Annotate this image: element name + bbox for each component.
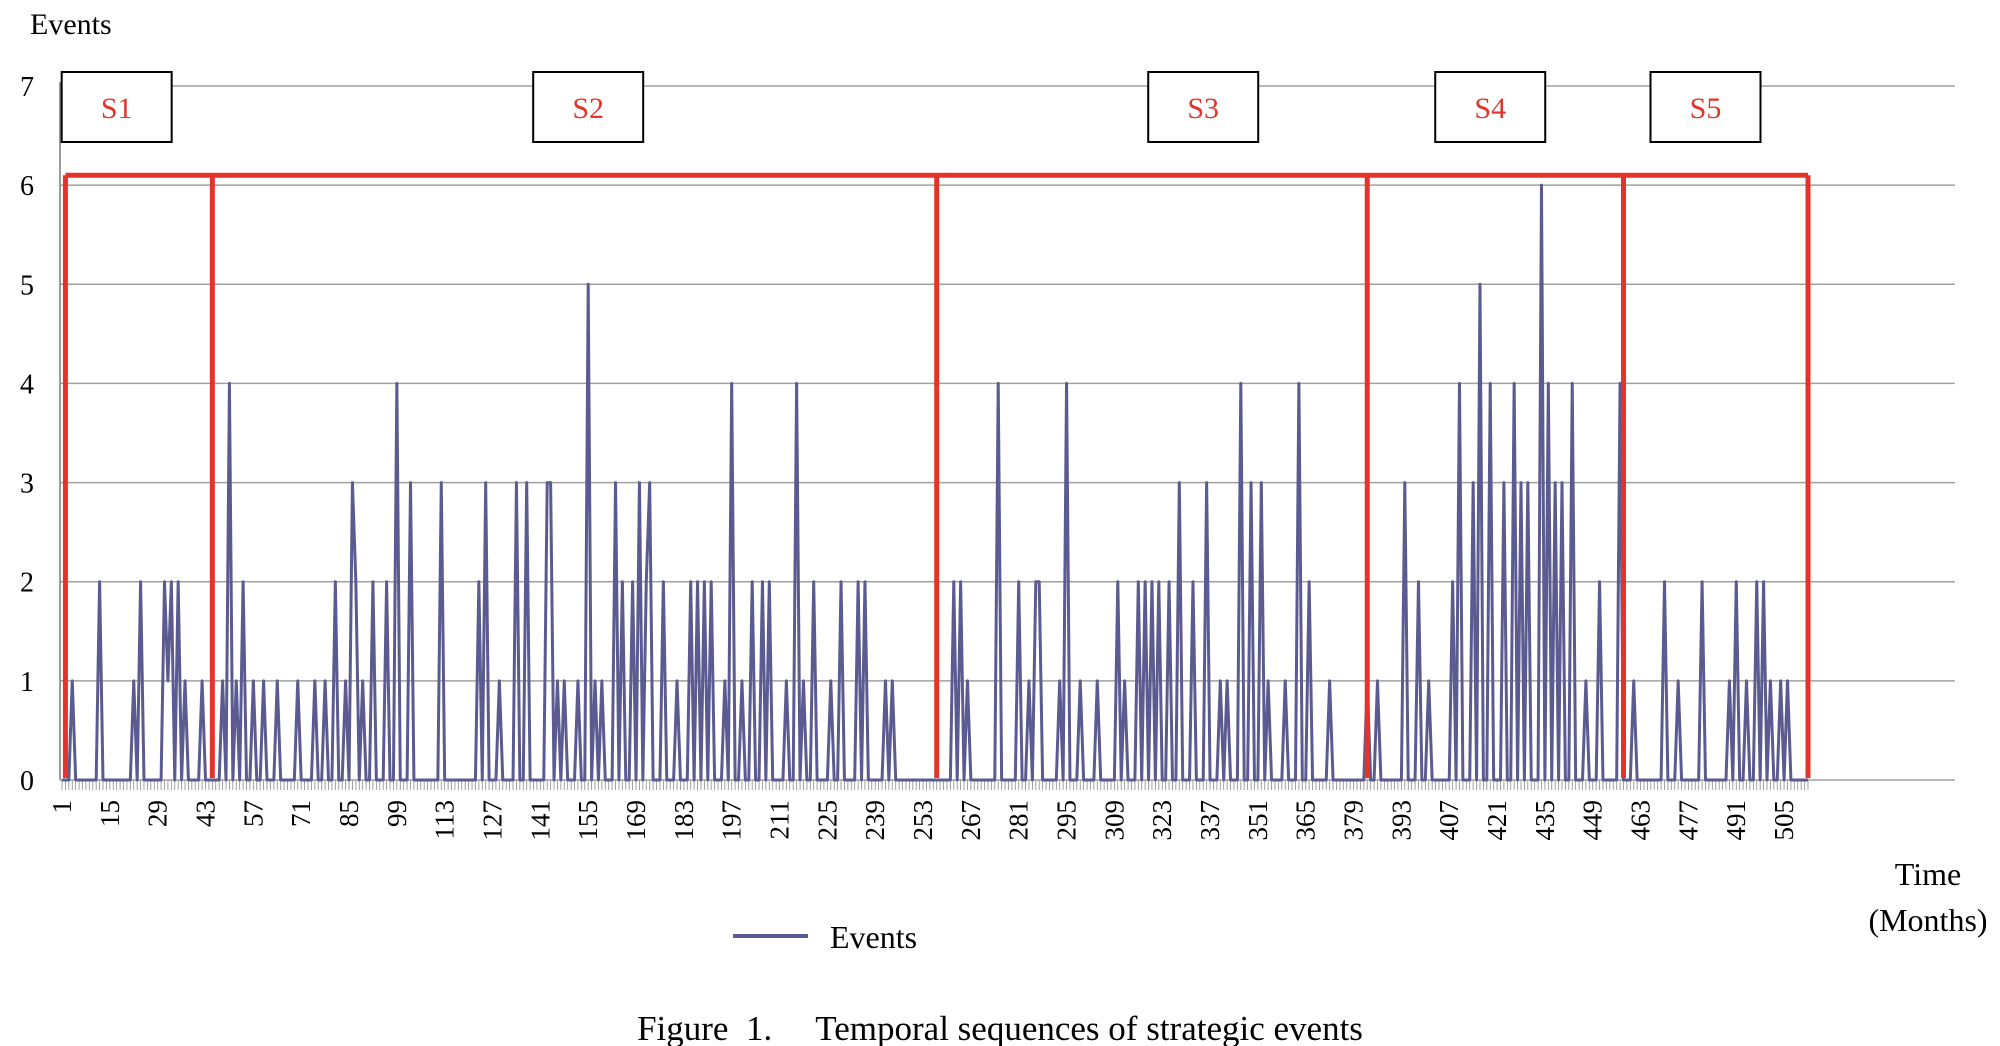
x-tick-label: 211 — [765, 800, 795, 840]
x-axis-ticks: 1 15 29 43 57 71 85 99 113 127 141 155 169 183 197 211 2… — [47, 780, 1809, 841]
legend-label-events: Events — [830, 919, 917, 955]
x-tick-label: 99 — [382, 800, 412, 827]
x-tick-label: 253 — [908, 800, 938, 841]
x-tick-label: 421 — [1482, 800, 1512, 841]
x-tick-label: 407 — [1434, 800, 1464, 841]
segment-label-box — [1434, 71, 1547, 143]
segment-brackets: S1 S2 S3 S4 S5 — [60, 71, 1811, 778]
segment-label-s4: S4 — [1434, 71, 1547, 143]
x-tick-label: 197 — [717, 800, 747, 841]
y-tick-label: 2 — [20, 568, 34, 599]
segment-label-s2: S2 — [532, 71, 645, 143]
segment-label-s5: S5 — [1649, 71, 1762, 143]
x-tick-label: 15 — [95, 800, 125, 827]
x-tick-label: 449 — [1578, 800, 1608, 841]
segment-label-text: S5 — [1690, 92, 1722, 125]
y-tick-label: 5 — [20, 270, 34, 301]
x-axis-label-line1: Time — [1895, 856, 1961, 892]
x-tick-label: 435 — [1530, 800, 1560, 841]
y-tick-label: 4 — [20, 369, 34, 400]
x-tick-label: 337 — [1195, 800, 1225, 841]
x-tick-label: 29 — [143, 800, 173, 827]
y-tick-label: 0 — [20, 766, 34, 797]
x-tick-label: 1 — [47, 800, 77, 814]
segment-label-s1: S1 — [60, 71, 173, 143]
segment-label-box — [532, 71, 645, 143]
x-tick-label: 365 — [1291, 800, 1321, 841]
x-minor-ticks — [61, 780, 1809, 790]
x-tick-label: 267 — [956, 800, 986, 841]
x-tick-label: 113 — [430, 800, 460, 840]
grid — [59, 82, 1955, 781]
y-tick-label: 7 — [20, 72, 34, 103]
x-tick-label: 463 — [1626, 800, 1656, 841]
legend: Events — [733, 919, 917, 955]
segment-label-box — [60, 71, 173, 143]
x-tick-label: 155 — [573, 800, 603, 841]
x-axis-label-line2: (Months) — [1868, 902, 1987, 938]
x-tick-label: 57 — [238, 800, 268, 827]
x-tick-label: 393 — [1386, 800, 1416, 841]
x-tick-label: 351 — [1243, 800, 1273, 841]
segment-label-text: S2 — [572, 92, 604, 125]
segment-label-box — [1147, 71, 1260, 143]
segment-label-text: S3 — [1187, 92, 1219, 125]
y-tick-label: 3 — [20, 469, 34, 500]
x-tick-label: 379 — [1339, 800, 1369, 841]
y-tick-label: 6 — [20, 171, 34, 202]
x-tick-label: 239 — [860, 800, 890, 841]
x-tick-label: 491 — [1721, 800, 1751, 841]
x-tick-label: 505 — [1769, 800, 1799, 841]
x-tick-label: 225 — [812, 800, 842, 841]
y-axis-label: Events — [30, 8, 112, 41]
x-tick-label: 281 — [1004, 800, 1034, 841]
segment-label-s3: S3 — [1147, 71, 1260, 143]
figure-caption: Figure 1. Temporal sequences of strategi… — [637, 1009, 1363, 1046]
x-tick-label: 169 — [621, 800, 651, 841]
x-tick-label: 127 — [478, 800, 508, 841]
y-axis-ticks: 0 1 2 3 4 5 6 7 — [20, 72, 34, 797]
x-tick-label: 85 — [334, 800, 364, 827]
x-tick-label: 43 — [191, 800, 221, 827]
x-tick-label: 71 — [286, 800, 316, 827]
segment-label-text: S1 — [101, 92, 133, 125]
x-tick-label: 309 — [1099, 800, 1129, 841]
segment-label-box — [1649, 71, 1762, 143]
x-tick-label: 477 — [1673, 800, 1703, 841]
segment-label-text: S4 — [1474, 92, 1506, 125]
x-tick-label: 183 — [669, 800, 699, 841]
x-tick-label: 141 — [525, 800, 555, 841]
events-series-line — [62, 183, 1808, 782]
x-tick-label: 295 — [1052, 800, 1082, 841]
y-tick-label: 1 — [20, 667, 34, 698]
x-tick-label: 323 — [1147, 800, 1177, 841]
